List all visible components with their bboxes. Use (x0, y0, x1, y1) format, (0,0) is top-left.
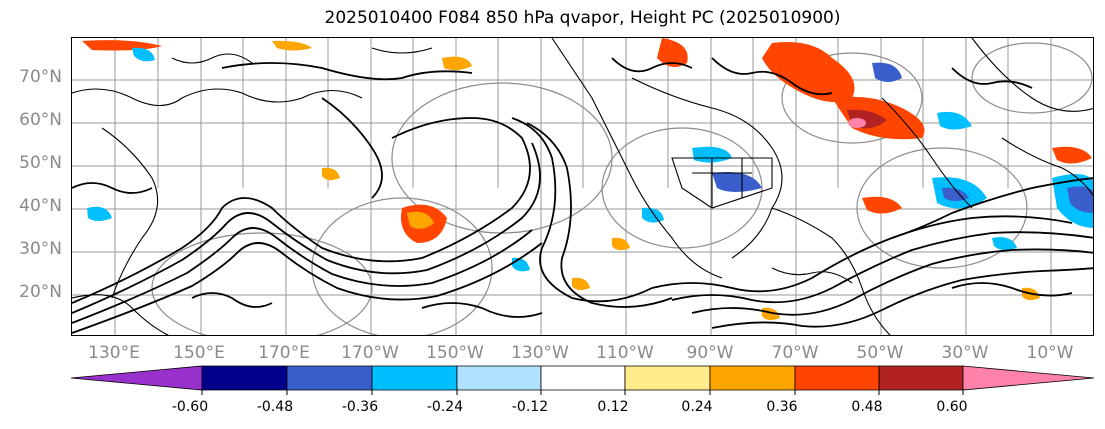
colorbar-label: 0.48 (851, 399, 883, 415)
lon-label-150w: 150°W (426, 343, 484, 363)
colorbar-segment (371, 365, 458, 391)
colorbar-segments (70, 365, 1095, 391)
lon-label-170w: 170°W (341, 343, 399, 363)
map-graphic (72, 38, 1093, 335)
lon-label-110w: 110°W (596, 343, 654, 363)
lat-label-30n: 30°N (19, 239, 62, 259)
lon-label-150e: 150°E (173, 343, 225, 363)
colorbar-label: 0.24 (681, 399, 713, 415)
lat-label-60n: 60°N (19, 110, 62, 130)
qvapor-shading (82, 38, 1093, 321)
colorbar-segment (201, 365, 288, 391)
colorbar-segment (624, 365, 711, 391)
lon-label-10w: 10°W (1026, 343, 1074, 363)
colorbar-label: 0.60 (936, 399, 968, 415)
colorbar-segment (709, 365, 796, 391)
lat-label-20n: 20°N (19, 282, 62, 302)
height-pc-contours (151, 42, 1093, 335)
lon-label-30w: 30°W (941, 343, 989, 363)
map-panel (71, 37, 1094, 336)
lon-label-90w: 90°W (686, 343, 734, 363)
colorbar-label: 0.12 (597, 399, 629, 415)
lon-label-130w: 130°W (511, 343, 569, 363)
height-contours (72, 57, 1093, 334)
colorbar-segment (540, 365, 626, 391)
lon-label-130e: 130°E (88, 343, 140, 363)
lat-label-70n: 70°N (19, 67, 62, 87)
colorbar-segment (70, 365, 203, 391)
lon-label-170e: 170°E (258, 343, 310, 363)
colorbar-label: -0.24 (426, 399, 464, 415)
colorbar-label: -0.36 (341, 399, 379, 415)
colorbar-label: -0.12 (511, 399, 549, 415)
lat-label-40n: 40°N (19, 196, 62, 216)
colorbar-segment (794, 365, 880, 391)
colorbar-label: -0.60 (171, 399, 209, 415)
colorbar-segment (456, 365, 542, 391)
colorbar-segment (878, 365, 964, 391)
lon-label-50w: 50°W (856, 343, 904, 363)
colorbar-label: 0.36 (766, 399, 798, 415)
lat-label-50n: 50°N (19, 153, 62, 173)
colorbar-segment (286, 365, 373, 391)
colorbar-ticks (201, 390, 964, 395)
graticule (72, 38, 1093, 335)
map-title: 2025010400 F084 850 hPa qvapor, Height P… (324, 8, 841, 28)
colorbar-label: -0.48 (256, 399, 294, 415)
colorbar-segment (962, 365, 1095, 391)
lon-label-70w: 70°W (771, 343, 819, 363)
coastlines (72, 38, 1093, 335)
